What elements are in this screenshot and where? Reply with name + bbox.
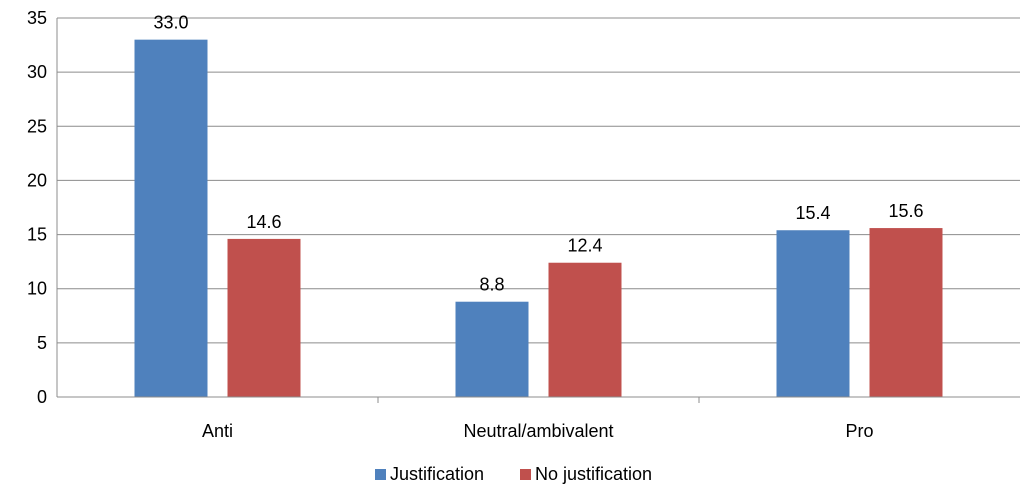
x-tick-label: Anti (202, 421, 233, 441)
bar-no-justification-pro (869, 228, 943, 397)
bar-no-justification-anti (227, 238, 301, 397)
y-tick-label: 5 (37, 333, 47, 353)
y-tick-label: 10 (27, 279, 47, 299)
legend-label: Justification (390, 464, 484, 484)
bars (134, 39, 943, 398)
y-tick-label: 15 (27, 225, 47, 245)
data-label: 15.4 (795, 203, 830, 223)
legend-label: No justification (535, 464, 652, 484)
y-axis: 0 5 10 15 20 25 30 35 (27, 8, 58, 407)
y-tick-label: 25 (27, 116, 47, 136)
legend-swatch (520, 469, 531, 480)
data-label: 12.4 (567, 236, 602, 256)
data-label: 15.6 (888, 201, 923, 221)
y-tick-label: 35 (27, 8, 47, 28)
gridlines (57, 17, 1020, 344)
data-label: 8.8 (479, 275, 504, 295)
bar-justification-anti (134, 39, 208, 398)
y-tick-label: 20 (27, 170, 47, 190)
bar-no-justification-neutral-ambivalent (548, 262, 622, 397)
bar-justification-neutral-ambivalent (455, 301, 529, 397)
x-axis: Anti Neutral/ambivalent Pro (57, 396, 1020, 441)
y-tick-label: 30 (27, 62, 47, 82)
x-tick-label: Pro (845, 421, 873, 441)
bar-justification-pro (776, 230, 850, 397)
y-tick-label: 0 (37, 387, 47, 407)
data-label: 14.6 (246, 212, 281, 232)
legend-swatch (375, 469, 386, 480)
x-tick-label: Neutral/ambivalent (463, 421, 613, 441)
data-label: 33.0 (153, 13, 188, 33)
legend: Justification No justification (375, 464, 652, 484)
data-labels: 33.0 14.6 8.8 12.4 15.4 15.6 (153, 13, 923, 295)
